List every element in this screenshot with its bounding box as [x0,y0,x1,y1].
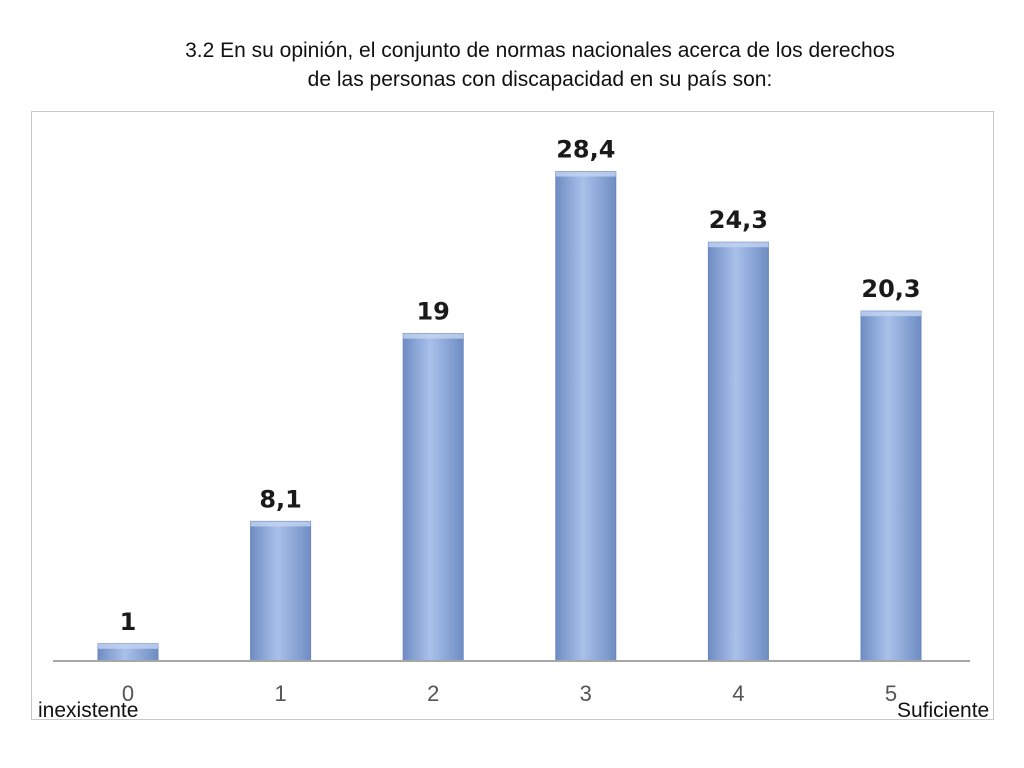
bar-top-highlight-4 [708,242,769,248]
data-label-1: 8,1 [259,485,302,513]
data-label-5: 20,3 [861,275,920,303]
data-label-4: 24,3 [709,206,768,234]
bar-top-highlight-1 [250,521,311,527]
x-tick-label-0: 0 [122,681,134,706]
bar-3 [555,171,617,662]
bar-5 [860,310,922,662]
x-tick-label-2: 2 [427,681,439,706]
x-tick-label-5: 5 [885,681,897,706]
chart-title-line-1: 3.2 En su opinión, el conjunto de normas… [185,39,895,62]
bar-top-highlight-3 [555,171,616,177]
bar-top-highlight-0 [98,643,158,649]
bar-top-highlight-2 [403,333,464,339]
data-label-3: 28,4 [556,136,615,164]
scale-high-label: Suficiente [897,699,990,722]
chart-title: 3.2 En su opinión, el conjunto de normas… [100,36,980,94]
x-tick-label-4: 4 [732,681,744,706]
chart-frame [31,111,994,720]
bar-2 [402,333,464,662]
data-label-0: 1 [120,608,137,636]
x-tick-label-1: 1 [274,681,286,706]
data-label-2: 19 [416,298,449,326]
bar-1 [250,520,312,662]
x-tick-label-3: 3 [580,681,592,706]
chart-title-line-2: de las personas con discapacidad en su p… [307,68,773,91]
bar-top-highlight-5 [861,311,921,317]
scale-low-label: inexistente [38,699,139,722]
bar-4 [707,241,769,662]
